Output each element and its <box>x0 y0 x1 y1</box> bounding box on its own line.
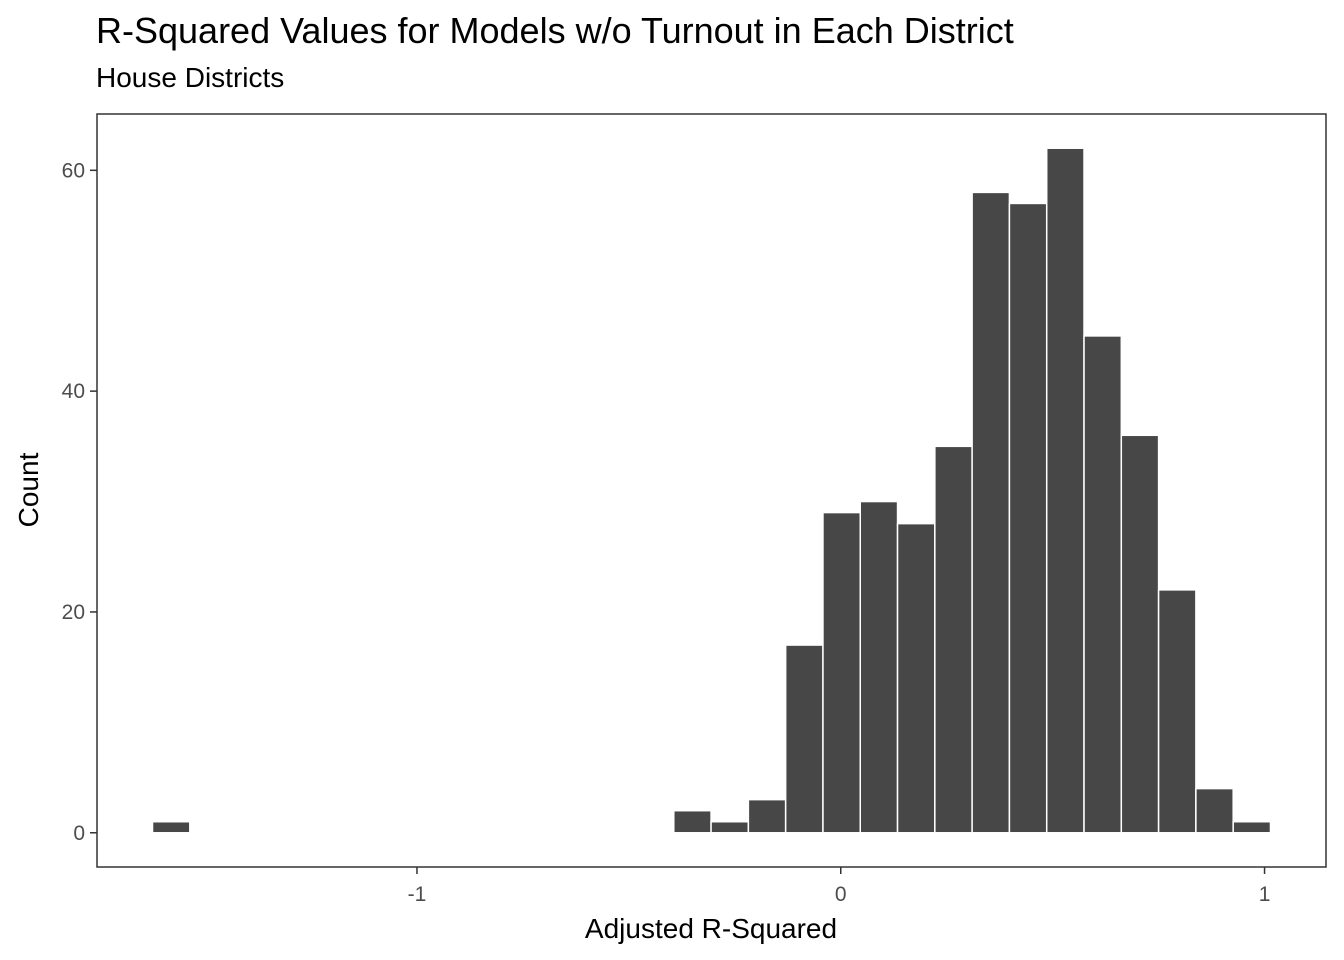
x-tick-label: 0 <box>835 883 847 906</box>
histogram-bar-5 <box>822 511 862 834</box>
histogram-bar-3 <box>747 798 787 834</box>
x-axis: -1 0 1 <box>408 867 1271 906</box>
bars-group <box>151 147 1272 834</box>
histogram-bar-13 <box>1120 434 1160 834</box>
histogram-bar-4 <box>784 644 824 834</box>
histogram-bar-9 <box>971 191 1011 834</box>
histogram-bar-8 <box>934 445 973 834</box>
x-tick-label: 1 <box>1259 883 1271 906</box>
chart-subtitle: House Districts <box>96 62 285 93</box>
x-axis-title: Adjusted R-Squared <box>585 913 837 944</box>
histogram-bar-6 <box>859 500 899 834</box>
y-axis: 0 20 40 60 <box>62 159 97 845</box>
x-tick-label: -1 <box>408 883 427 906</box>
histogram-bar-14 <box>1157 589 1197 834</box>
histogram-bar-15 <box>1195 787 1234 834</box>
histogram-bar-7 <box>896 522 936 834</box>
histogram-bar-1 <box>673 809 712 834</box>
y-axis-title: Count <box>13 452 44 527</box>
chart-title: R-Squared Values for Models w/o Turnout … <box>96 10 1014 51</box>
y-tick-label: 0 <box>73 822 85 845</box>
y-tick-label: 20 <box>62 601 85 624</box>
histogram-bar-2 <box>710 820 750 834</box>
histogram-bar-11 <box>1045 147 1085 834</box>
panel-border <box>96 113 1327 868</box>
histogram-bar-12 <box>1083 335 1123 834</box>
histogram-bar-16 <box>1232 820 1272 834</box>
histogram-bar-0 <box>151 820 191 834</box>
y-tick-label: 40 <box>62 380 85 403</box>
histogram-bar-10 <box>1008 202 1048 834</box>
y-tick-label: 60 <box>62 159 85 182</box>
